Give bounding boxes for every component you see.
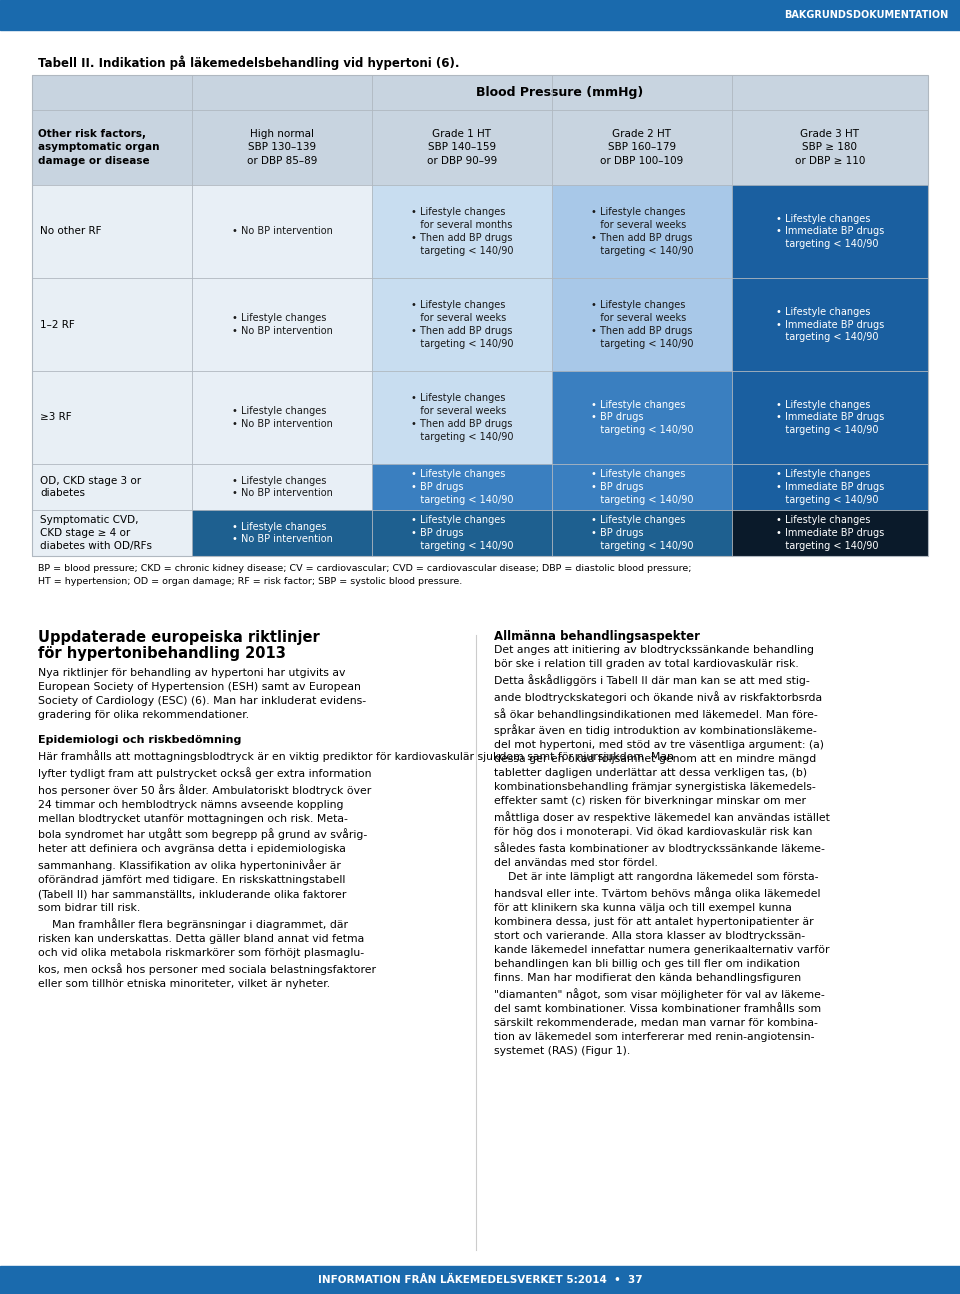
Bar [32,371,192,465]
Text: BP = blood pressure; CKD = chronic kidney disease; CV = cardiovascular; CVD = ca: BP = blood pressure; CKD = chronic kidne… [38,564,691,585]
Bar [552,465,732,510]
Text: No other RF: No other RF [40,226,102,237]
Bar [192,278,372,371]
Text: Det anges att initiering av blodtryckssänkande behandling
bör ske i relation til: Det anges att initiering av blodtryckssä… [494,644,829,1056]
Text: Blood Pressure (mmHg): Blood Pressure (mmHg) [476,85,643,100]
Text: Uppdaterade europeiska riktlinjer: Uppdaterade europeiska riktlinjer [38,630,320,644]
Text: ≥3 RF: ≥3 RF [40,413,72,423]
Text: • No BP intervention: • No BP intervention [231,226,332,237]
Bar [372,510,552,556]
Text: Other risk factors,
asymptomatic organ
damage or disease: Other risk factors, asymptomatic organ d… [38,129,159,166]
Text: • Lifestyle changes
• BP drugs
   targeting < 140/90: • Lifestyle changes • BP drugs targeting… [590,400,693,435]
Text: • Lifestyle changes
   for several weeks
• Then add BP drugs
   targeting < 140/: • Lifestyle changes for several weeks • … [411,300,514,348]
Bar [732,510,928,556]
Bar [372,465,552,510]
Text: Grade 2 HT
SBP 160–179
or DBP 100–109: Grade 2 HT SBP 160–179 or DBP 100–109 [600,129,684,166]
Bar [732,278,928,371]
Bar [192,510,372,556]
Bar [0,1266,960,1294]
Text: • Lifestyle changes
• Immediate BP drugs
   targeting < 140/90: • Lifestyle changes • Immediate BP drugs… [776,515,884,551]
Text: Grade 3 HT
SBP ≥ 180
or DBP ≥ 110: Grade 3 HT SBP ≥ 180 or DBP ≥ 110 [795,129,865,166]
Bar [372,371,552,465]
Text: 1–2 RF: 1–2 RF [40,320,75,330]
Text: för hypertonibehandling 2013: för hypertonibehandling 2013 [38,646,286,661]
Bar [192,465,372,510]
Bar [32,75,928,110]
Bar [0,0,960,30]
Text: • Lifestyle changes
   for several months
• Then add BP drugs
   targeting < 140: • Lifestyle changes for several months •… [411,207,514,256]
Bar [32,75,928,556]
Bar [552,278,732,371]
Text: • Lifestyle changes
• BP drugs
   targeting < 140/90: • Lifestyle changes • BP drugs targeting… [411,515,514,551]
Text: • Lifestyle changes
   for several weeks
• Then add BP drugs
   targeting < 140/: • Lifestyle changes for several weeks • … [590,207,693,256]
Text: • Lifestyle changes
• Immediate BP drugs
   targeting < 140/90: • Lifestyle changes • Immediate BP drugs… [776,470,884,505]
Text: • Lifestyle changes
• BP drugs
   targeting < 140/90: • Lifestyle changes • BP drugs targeting… [590,515,693,551]
Bar [732,465,928,510]
Bar [32,510,192,556]
Bar [32,185,192,278]
Bar [552,510,732,556]
Text: • Lifestyle changes
• No BP intervention: • Lifestyle changes • No BP intervention [231,521,332,545]
Text: • Lifestyle changes
• Immediate BP drugs
   targeting < 140/90: • Lifestyle changes • Immediate BP drugs… [776,400,884,435]
Bar [372,185,552,278]
Text: • Lifestyle changes
• Immediate BP drugs
   targeting < 140/90: • Lifestyle changes • Immediate BP drugs… [776,214,884,250]
Bar [552,185,732,278]
Text: Grade 1 HT
SBP 140–159
or DBP 90–99: Grade 1 HT SBP 140–159 or DBP 90–99 [427,129,497,166]
Text: High normal
SBP 130–139
or DBP 85–89: High normal SBP 130–139 or DBP 85–89 [247,129,317,166]
Text: BAKGRUNDSDOKUMENTATION: BAKGRUNDSDOKUMENTATION [783,10,948,19]
Text: • Lifestyle changes
• No BP intervention: • Lifestyle changes • No BP intervention [231,313,332,336]
Bar [192,185,372,278]
Text: • Lifestyle changes
• No BP intervention: • Lifestyle changes • No BP intervention [231,476,332,498]
Text: OD, CKD stage 3 or
diabetes: OD, CKD stage 3 or diabetes [40,476,141,498]
Text: Nya riktlinjer för behandling av hypertoni har utgivits av
European Society of H: Nya riktlinjer för behandling av hyperto… [38,668,366,719]
Text: • Lifestyle changes
• No BP intervention: • Lifestyle changes • No BP intervention [231,406,332,428]
Text: • Lifestyle changes
• BP drugs
   targeting < 140/90: • Lifestyle changes • BP drugs targeting… [590,470,693,505]
Bar [192,371,372,465]
Bar [32,278,192,371]
Text: • Lifestyle changes
• Immediate BP drugs
   targeting < 140/90: • Lifestyle changes • Immediate BP drugs… [776,307,884,343]
Text: Allmänna behandlingsaspekter: Allmänna behandlingsaspekter [494,630,700,643]
Text: Symptomatic CVD,
CKD stage ≥ 4 or
diabetes with OD/RFs: Symptomatic CVD, CKD stage ≥ 4 or diabet… [40,515,152,551]
Bar [32,75,928,556]
Text: Här framhålls att mottagningsblodtryck är en viktig prediktor för kardiovaskulär: Här framhålls att mottagningsblodtryck ä… [38,751,674,989]
Text: Epidemiologi och riskbedömning: Epidemiologi och riskbedömning [38,735,241,745]
Text: INFORMATION FRÅN LÄKEMEDELSVERKET 5:2014  •  37: INFORMATION FRÅN LÄKEMEDELSVERKET 5:2014… [318,1275,642,1285]
Text: • Lifestyle changes
   for several weeks
• Then add BP drugs
   targeting < 140/: • Lifestyle changes for several weeks • … [590,300,693,348]
Bar [732,185,928,278]
Bar [732,371,928,465]
Text: Tabell II. Indikation på läkemedelsbehandling vid hypertoni (6).: Tabell II. Indikation på läkemedelsbehan… [38,56,460,70]
Bar [32,465,192,510]
Text: • Lifestyle changes
   for several weeks
• Then add BP drugs
   targeting < 140/: • Lifestyle changes for several weeks • … [411,393,514,441]
Bar [32,110,928,185]
Text: • Lifestyle changes
• BP drugs
   targeting < 140/90: • Lifestyle changes • BP drugs targeting… [411,470,514,505]
Bar [372,278,552,371]
Bar [552,371,732,465]
